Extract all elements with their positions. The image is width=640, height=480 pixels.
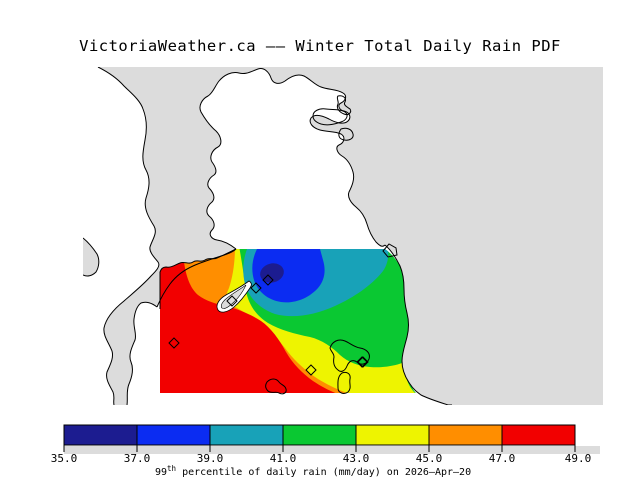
colorbar-tick-label: 41.0	[270, 452, 297, 465]
coastline-west-inlet	[83, 237, 100, 277]
colorbar-segment	[501, 424, 576, 446]
colorbar-ticks	[63, 445, 576, 452]
colorbar-tick-label: 49.0	[565, 452, 592, 465]
coastline-west	[97, 67, 160, 405]
harbour-inlet	[220, 284, 247, 309]
coastline-east	[384, 244, 452, 405]
island-outline	[356, 356, 368, 368]
islet	[382, 243, 398, 258]
station-marker	[305, 364, 317, 376]
contour-blue-37-39	[252, 249, 325, 303]
coastline-channel	[126, 301, 158, 405]
colorbar-segment	[428, 424, 503, 446]
water-inlet-west	[83, 238, 99, 276]
contour-navy-35-37	[260, 263, 284, 283]
colorbar-caption-superscript: th	[167, 464, 176, 473]
colorbar-tick-label: 39.0	[197, 452, 224, 465]
colorbar-segment	[136, 424, 211, 446]
inlet-pocket	[338, 127, 354, 141]
colorbar-tick-label: 47.0	[489, 452, 516, 465]
colorbar-segment	[282, 424, 357, 446]
colorbar-segment	[209, 424, 284, 446]
colorbar-tick-label: 35.0	[51, 452, 78, 465]
contour-map	[83, 67, 603, 405]
station-marker	[250, 282, 262, 294]
coastline-inlet-south	[156, 248, 237, 308]
station-markers	[168, 274, 369, 376]
colorbar-caption-rest: percentile of daily rain (mm/day) on 202…	[176, 467, 471, 478]
sea-water	[98, 67, 603, 405]
station-marker	[168, 337, 180, 349]
colorbar-tick-label: 45.0	[416, 452, 443, 465]
inlet-pocket	[312, 108, 348, 126]
colorbar-caption: 99th percentile of daily rain (mm/day) o…	[155, 464, 471, 478]
coastline-peninsula	[199, 68, 386, 250]
colorbar-legend: 35.0 37.0 39.0 41.0 43.0 45.0 47.0 49.0 …	[51, 424, 600, 478]
coastline-domain-nw	[159, 248, 237, 309]
island-outline	[337, 371, 351, 394]
station-marker	[262, 274, 274, 286]
colorbar-tick-label: 37.0	[124, 452, 151, 465]
contour-field	[160, 249, 416, 393]
colorbar-segment	[355, 424, 430, 446]
plot-title: VictoriaWeather.ca —— Winter Total Daily…	[79, 37, 561, 55]
colorbar-underlay	[64, 446, 600, 454]
contour-red-47-49	[160, 249, 338, 393]
inlet-pocket	[336, 95, 352, 115]
island-outline	[265, 378, 287, 395]
station-marker	[226, 295, 238, 307]
colorbar-segment	[63, 424, 138, 446]
colorbar-caption-base: 99	[155, 467, 167, 478]
station-marker	[357, 356, 369, 368]
colorbar-tick-label: 43.0	[343, 452, 370, 465]
